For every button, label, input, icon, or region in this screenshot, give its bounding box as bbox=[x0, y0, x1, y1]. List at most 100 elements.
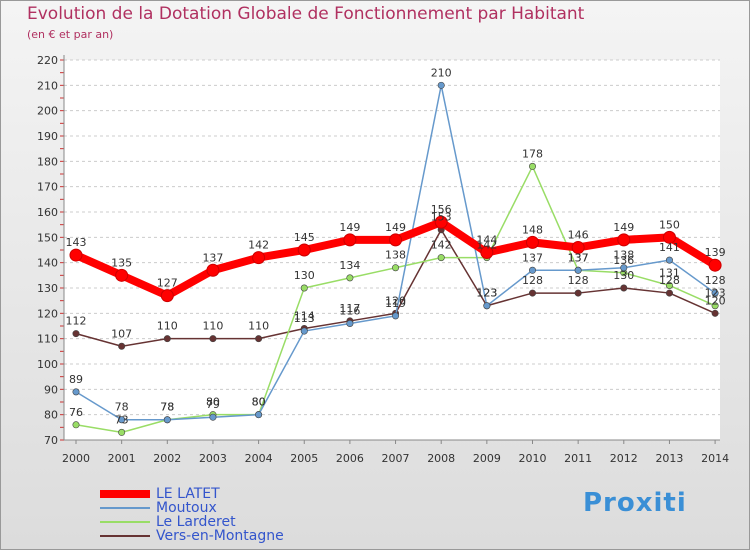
legend-swatch bbox=[100, 489, 150, 498]
data-label: 131 bbox=[659, 266, 680, 279]
data-point bbox=[437, 81, 445, 89]
data-label: 89 bbox=[69, 373, 83, 386]
data-point bbox=[297, 243, 311, 257]
data-point bbox=[620, 264, 628, 272]
chart-title: Evolution de la Dotation Globale de Fonc… bbox=[27, 4, 585, 24]
data-label: 80 bbox=[252, 396, 266, 409]
data-label: 127 bbox=[157, 277, 178, 290]
data-label: 78 bbox=[160, 401, 174, 414]
data-label: 137 bbox=[568, 251, 589, 264]
data-point bbox=[206, 263, 220, 277]
y-tick-label: 120 bbox=[37, 307, 58, 320]
data-label: 128 bbox=[522, 274, 543, 287]
data-label: 210 bbox=[431, 66, 452, 79]
y-tick-label: 80 bbox=[44, 409, 58, 422]
data-point bbox=[434, 215, 448, 229]
x-tick-label: 2004 bbox=[245, 452, 273, 465]
data-point bbox=[528, 266, 536, 274]
data-label: 76 bbox=[69, 406, 83, 419]
data-label: 137 bbox=[202, 251, 223, 264]
data-label: 78 bbox=[160, 401, 174, 414]
data-point bbox=[711, 289, 719, 297]
y-tick-label: 210 bbox=[37, 79, 58, 92]
data-point bbox=[118, 416, 126, 424]
data-point bbox=[483, 302, 491, 310]
data-label: 120 bbox=[385, 294, 406, 307]
y-tick-label: 140 bbox=[37, 257, 58, 270]
data-point bbox=[665, 256, 673, 264]
data-point bbox=[115, 268, 129, 282]
legend-label: Le Larderet bbox=[156, 513, 236, 530]
data-point bbox=[392, 312, 400, 320]
data-label: 110 bbox=[202, 320, 223, 333]
data-label: 123 bbox=[705, 287, 726, 300]
x-tick-label: 2001 bbox=[108, 452, 136, 465]
data-label: 141 bbox=[659, 241, 680, 254]
x-tick-label: 2002 bbox=[153, 452, 181, 465]
data-point bbox=[480, 246, 494, 260]
data-label: 149 bbox=[339, 221, 360, 234]
data-label: 134 bbox=[339, 259, 360, 272]
data-point bbox=[437, 254, 445, 262]
data-point bbox=[255, 335, 263, 343]
data-label: 144 bbox=[476, 234, 497, 247]
data-label: 80 bbox=[252, 396, 266, 409]
data-point bbox=[389, 233, 403, 247]
data-label: 128 bbox=[659, 274, 680, 287]
y-tick-label: 70 bbox=[44, 434, 58, 447]
x-tick-label: 2000 bbox=[62, 452, 90, 465]
data-label: 107 bbox=[111, 327, 132, 340]
data-point bbox=[72, 421, 80, 429]
plot-area bbox=[64, 60, 720, 440]
data-point bbox=[300, 327, 308, 335]
y-tick-label: 190 bbox=[37, 130, 58, 143]
data-point bbox=[708, 258, 722, 272]
y-tick-label: 200 bbox=[37, 105, 58, 118]
data-label: 143 bbox=[66, 236, 87, 249]
y-tick-label: 170 bbox=[37, 181, 58, 194]
data-label: 135 bbox=[111, 256, 132, 269]
data-label: 110 bbox=[248, 320, 269, 333]
data-label: 142 bbox=[431, 239, 452, 252]
data-label: 146 bbox=[568, 228, 589, 241]
data-point bbox=[72, 388, 80, 396]
y-tick-label: 160 bbox=[37, 206, 58, 219]
data-point bbox=[571, 240, 585, 254]
x-tick-label: 2007 bbox=[382, 452, 410, 465]
legend-item: Le Larderet bbox=[100, 513, 236, 530]
data-label: 149 bbox=[613, 221, 634, 234]
data-label: 128 bbox=[705, 274, 726, 287]
y-tick-label: 100 bbox=[37, 358, 58, 371]
data-point bbox=[528, 289, 536, 297]
data-label: 178 bbox=[522, 147, 543, 160]
data-label: 153 bbox=[431, 211, 452, 224]
legend-item: LE LATET bbox=[100, 485, 220, 502]
data-label: 80 bbox=[206, 396, 220, 409]
data-point bbox=[392, 264, 400, 272]
data-label: 136 bbox=[613, 254, 634, 267]
data-label: 79 bbox=[206, 398, 220, 411]
data-label: 138 bbox=[613, 249, 634, 262]
data-point bbox=[160, 289, 174, 303]
data-label: 138 bbox=[385, 249, 406, 262]
data-label: 148 bbox=[522, 223, 543, 236]
y-tick-label: 90 bbox=[44, 383, 58, 396]
data-label: 139 bbox=[705, 246, 726, 259]
data-label: 128 bbox=[568, 274, 589, 287]
data-label: 130 bbox=[294, 269, 315, 282]
data-label: 145 bbox=[294, 231, 315, 244]
data-label: 142 bbox=[476, 239, 497, 252]
x-tick-label: 2005 bbox=[290, 452, 318, 465]
x-tick-label: 2003 bbox=[199, 452, 227, 465]
data-point bbox=[665, 281, 673, 289]
data-label: 150 bbox=[659, 218, 680, 231]
data-point bbox=[711, 309, 719, 317]
data-point bbox=[574, 289, 582, 297]
data-point bbox=[209, 413, 217, 421]
data-label: 149 bbox=[385, 221, 406, 234]
data-point bbox=[118, 428, 126, 436]
data-point bbox=[711, 302, 719, 310]
legend-swatch bbox=[100, 506, 150, 509]
data-label: 142 bbox=[248, 239, 269, 252]
y-tick-label: 130 bbox=[37, 282, 58, 295]
